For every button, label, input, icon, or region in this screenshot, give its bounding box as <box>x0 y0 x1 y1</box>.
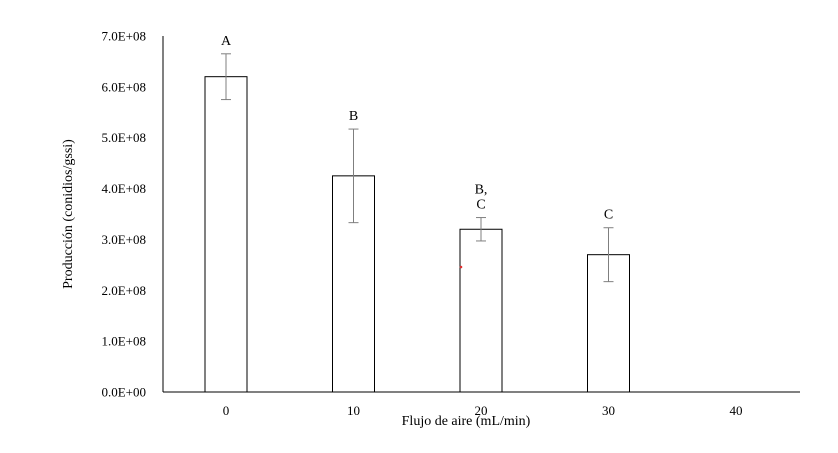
y-tick-label: 1.0E+08 <box>101 334 146 349</box>
y-tick-label: 3.0E+08 <box>101 232 146 247</box>
x-tick-label: 30 <box>602 403 615 418</box>
y-tick-label: 5.0E+08 <box>101 130 146 145</box>
x-tick-label: 0 <box>223 403 230 418</box>
y-axis-label: Producción (conidios/gssi) <box>61 139 76 289</box>
significance-letter: B <box>349 109 358 124</box>
significance-letter: A <box>221 34 232 49</box>
x-tick-label: 40 <box>730 403 743 418</box>
error-bar <box>221 53 231 101</box>
y-tick-label: 2.0E+08 <box>101 283 146 298</box>
error-bar <box>348 128 359 224</box>
y-tick-label: 0.0E+00 <box>101 385 146 400</box>
x-axis-ticks: 0 10 20 30 40 <box>223 403 743 418</box>
significance-letter: C <box>604 208 613 223</box>
x-tick-label: 10 <box>347 403 360 418</box>
significance-letter: B, <box>475 183 488 198</box>
error-bar <box>603 227 614 283</box>
x-tick-label: 20 <box>475 403 488 418</box>
bars <box>204 76 630 393</box>
bar <box>204 76 248 393</box>
stray-mark <box>459 265 463 269</box>
x-axis-label: Flujo de aire (mL/min) <box>402 414 531 429</box>
significance-labels: ABB,CC <box>221 34 613 223</box>
error-bar <box>476 217 486 242</box>
bar <box>459 228 503 393</box>
y-tick-label: 7.0E+08 <box>101 29 146 44</box>
significance-letter: C <box>476 198 485 213</box>
y-tick-label: 4.0E+08 <box>101 181 146 196</box>
y-tick-label: 6.0E+08 <box>101 79 146 94</box>
error-bars <box>221 53 614 283</box>
y-axis-ticks: 0.0E+00 1.0E+08 2.0E+08 3.0E+08 4.0E+08 5.0E+… <box>101 29 146 400</box>
